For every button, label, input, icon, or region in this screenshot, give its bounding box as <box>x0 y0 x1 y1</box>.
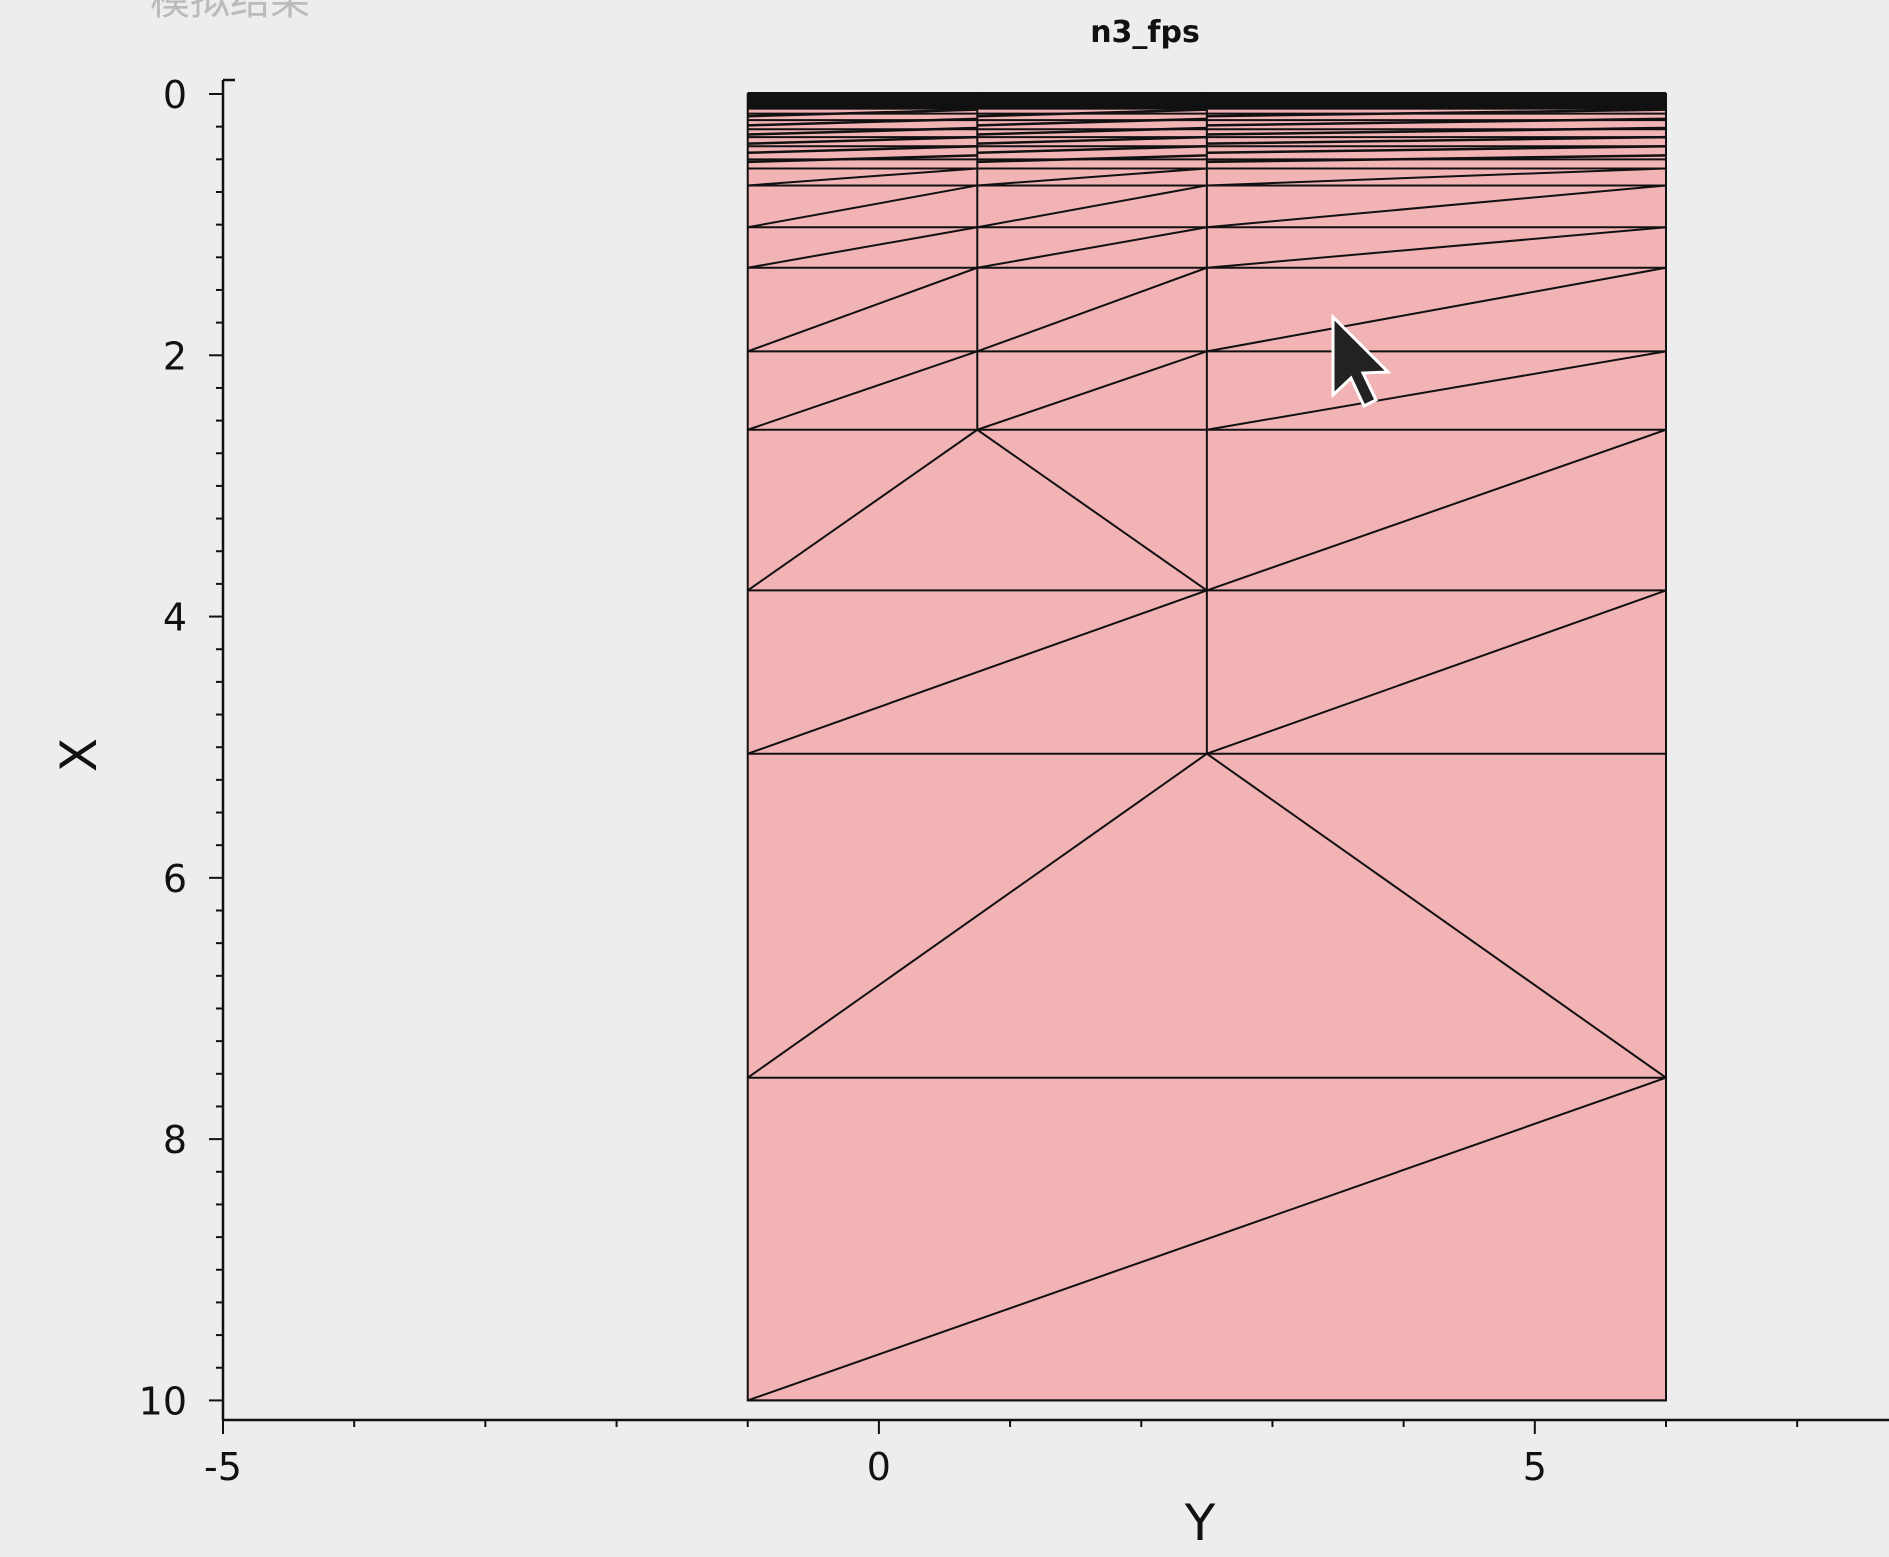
y-tick-label: 0 <box>163 73 187 117</box>
y-tick-label: 4 <box>163 596 187 640</box>
x-tick-label: 5 <box>1523 1445 1547 1489</box>
mesh-diagonal-line <box>747 184 978 229</box>
y-axis-title: X <box>50 738 108 772</box>
mesh-diagonal-line <box>976 428 1208 592</box>
mesh-fine-line <box>977 126 1207 136</box>
mesh-diagonal-line <box>1206 350 1667 431</box>
y-tick-label: 10 <box>139 1379 187 1423</box>
mesh-diagonal-line <box>976 266 1208 353</box>
mesh-fine-line <box>1206 135 1667 145</box>
mesh-fine-line <box>1206 117 1667 127</box>
mesh-diagonal-line <box>1206 266 1667 353</box>
mesh-fine-line <box>977 108 1207 118</box>
mesh-diagonal-line <box>747 1076 1667 1402</box>
mesh-fine-line <box>747 145 978 155</box>
mesh-fine-line <box>977 154 1207 164</box>
x-tick-label: -5 <box>204 1445 242 1489</box>
mesh-diagonal-line <box>747 350 978 431</box>
x-axis-title: Y <box>1184 1494 1216 1552</box>
mesh-fine-line <box>747 135 978 145</box>
mesh-diagonal-line <box>747 589 1208 755</box>
mesh-diagonal-line <box>1206 167 1667 187</box>
y-tick-label: 6 <box>163 857 187 901</box>
x-tick-label: 0 <box>867 1445 891 1489</box>
mesh-diagonal-line <box>747 167 978 187</box>
mesh-fine-line <box>977 135 1207 145</box>
mesh-diagonal-line <box>977 226 1208 269</box>
axes: 0 2 4 6 8 10 -5 0 5 <box>139 73 1889 1489</box>
mesh-diagonal-line <box>1206 589 1667 755</box>
mesh-diagonal-line <box>1206 428 1667 592</box>
mesh-fine-line <box>747 154 978 164</box>
mesh-diagonal-line <box>1206 752 1667 1079</box>
mouse-cursor-icon <box>1331 313 1392 409</box>
mesh-fine-line <box>747 117 978 127</box>
mesh-diagonal-line <box>1206 226 1667 269</box>
mesh-fine-line <box>1206 108 1667 118</box>
mesh-diagonal-line <box>747 752 1208 1079</box>
mesh-diagonal-line <box>976 350 1208 431</box>
mesh-lines <box>747 93 1667 1402</box>
mesh-diagonal-line <box>977 184 1208 229</box>
mesh-fine-line <box>1206 126 1667 136</box>
plot-title: n3_fps <box>1090 15 1200 50</box>
mesh-diagonal-line <box>747 266 978 353</box>
mesh-fine-line <box>747 126 978 136</box>
mesh-diagonal-line <box>1206 184 1667 229</box>
mesh-fine-line <box>977 117 1207 127</box>
y-tick-label: 8 <box>163 1118 187 1162</box>
mesh-diagonal-line <box>977 167 1207 187</box>
mesh-diagonal-line <box>747 428 978 592</box>
mesh-fine-line <box>747 108 978 118</box>
y-tick-label: 2 <box>163 334 187 378</box>
mesh-fine-line <box>1206 145 1667 155</box>
mesh-diagonal-line <box>747 226 978 269</box>
mesh-fine-line <box>1206 154 1667 164</box>
corner-caption: 模拟结果 <box>150 0 310 24</box>
mesh-fine-line <box>977 145 1207 155</box>
